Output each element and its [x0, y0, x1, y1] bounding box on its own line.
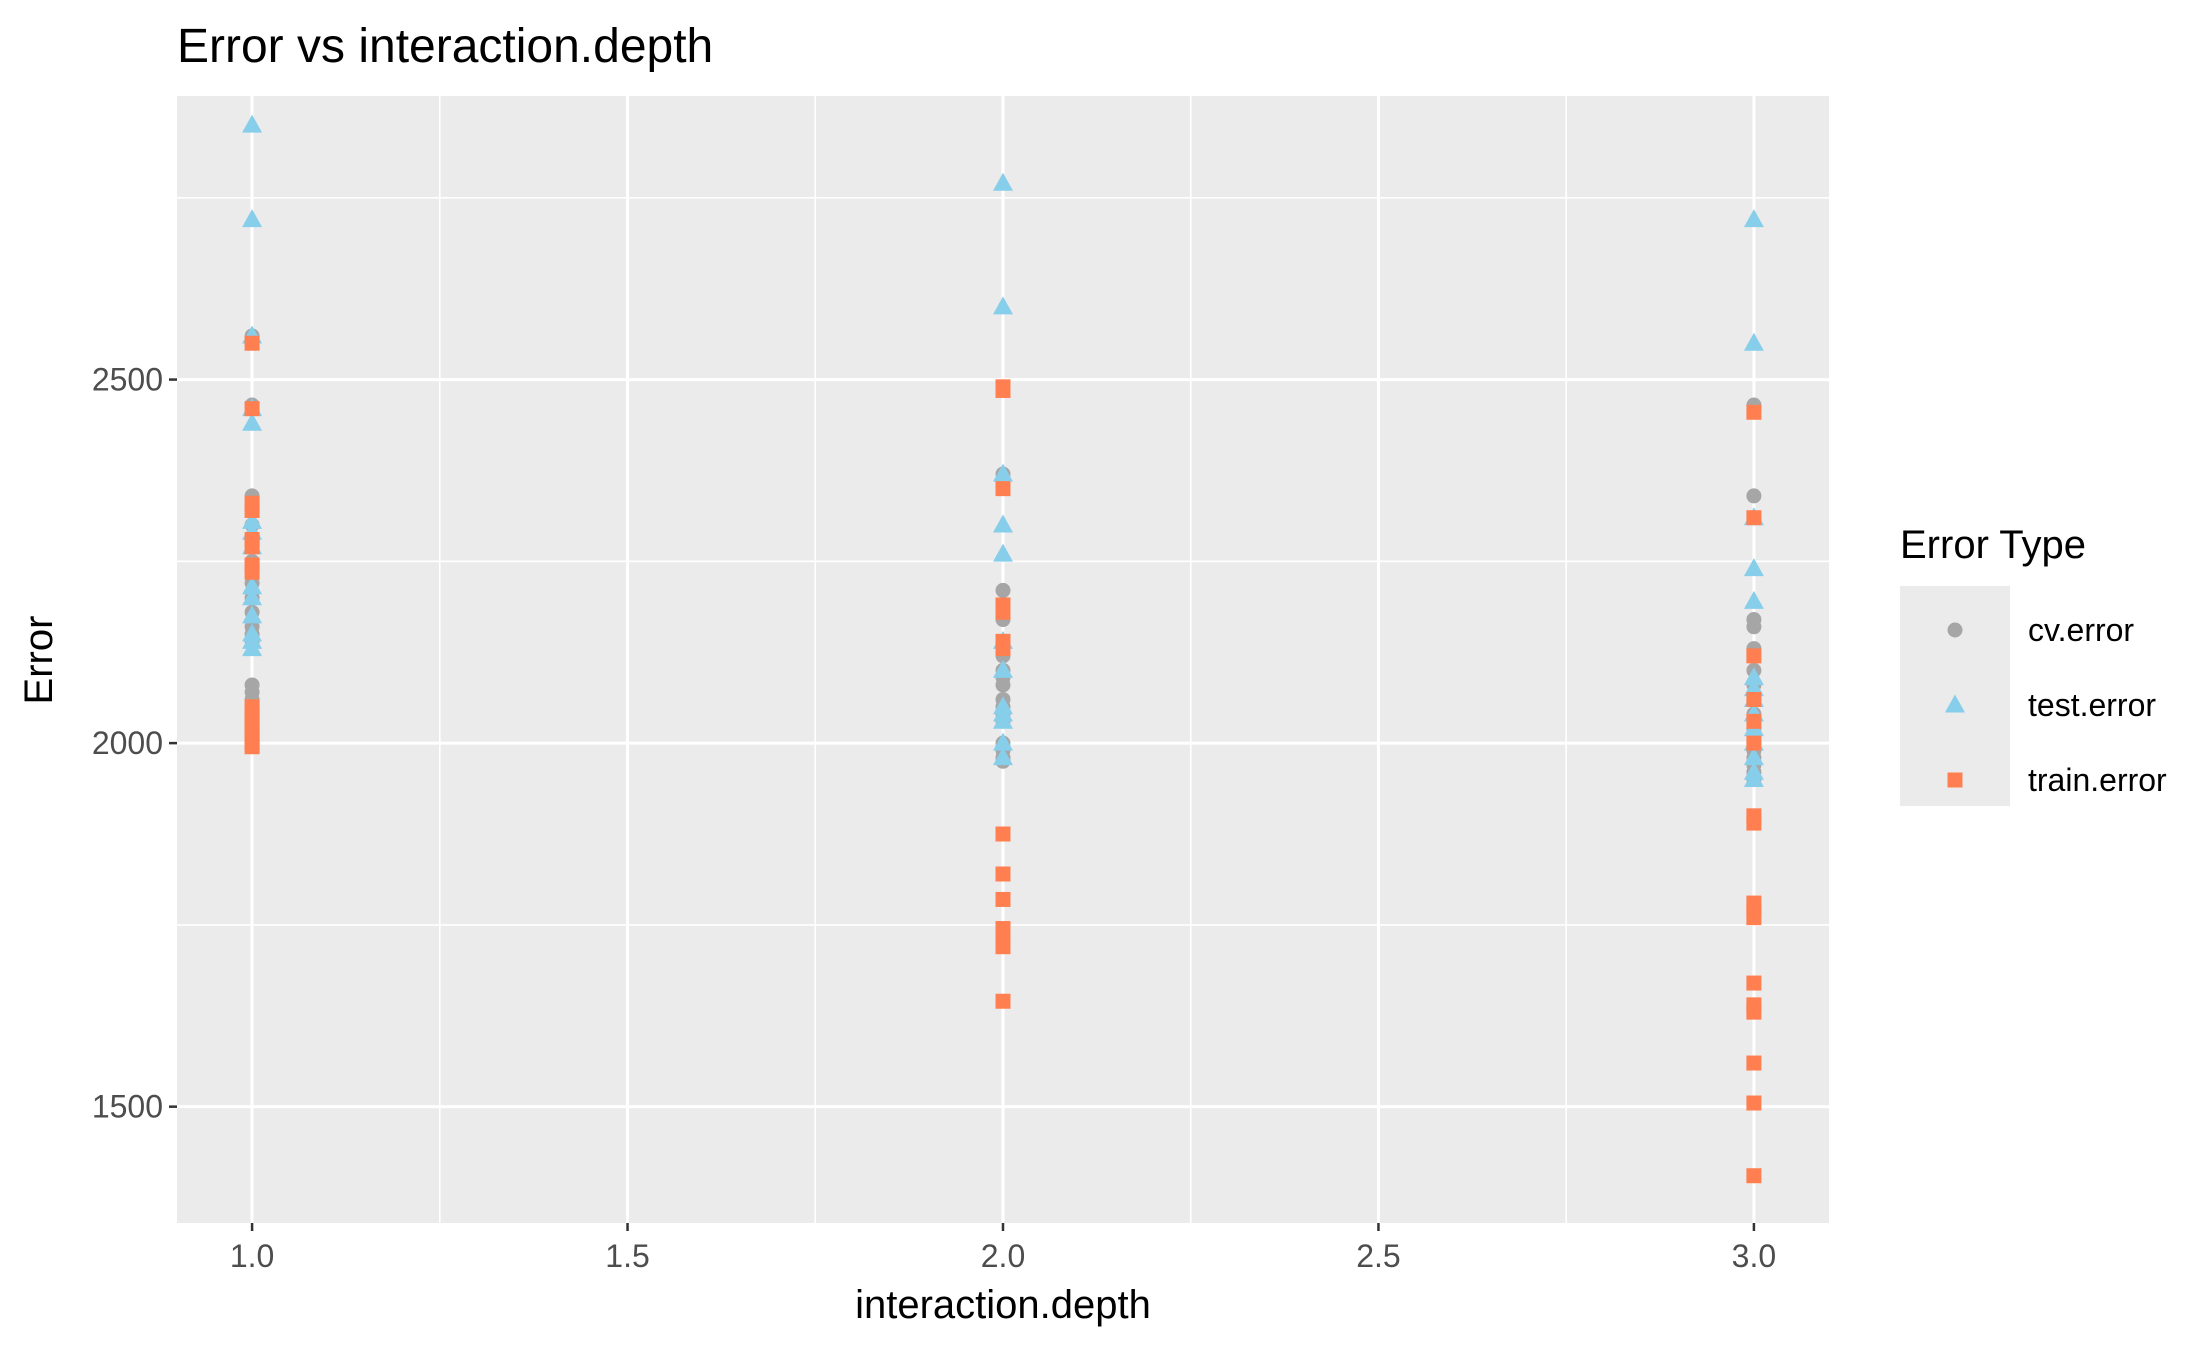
- data-point: [1746, 910, 1762, 926]
- data-point: [1743, 209, 1764, 228]
- data-point: [242, 576, 263, 595]
- data-point: [1746, 1095, 1762, 1111]
- x-tick-label: 2.5: [1356, 1238, 1400, 1274]
- legend-label: test.error: [2028, 687, 2156, 723]
- y-tick-label: 2500: [92, 362, 163, 398]
- series-train-error: [244, 335, 1762, 1184]
- data-point: [1743, 332, 1764, 351]
- data-point: [1746, 648, 1762, 664]
- y-axis: 1500 2000 2500: [92, 362, 177, 1125]
- data-point: [1743, 768, 1764, 787]
- data-point: [995, 641, 1011, 657]
- data-point: [995, 481, 1011, 497]
- data-point: [244, 502, 260, 518]
- data-point: [244, 739, 260, 755]
- data-point: [1746, 713, 1762, 729]
- data-point: [993, 296, 1013, 315]
- data-point: [1743, 667, 1764, 686]
- data-point: [1746, 735, 1762, 751]
- y-axis-title: Error: [17, 616, 61, 705]
- data-point: [1746, 619, 1762, 635]
- data-point: [995, 993, 1011, 1009]
- data-point: [242, 412, 263, 431]
- data-point: [242, 605, 263, 624]
- data-point: [993, 543, 1013, 562]
- data-point: [993, 747, 1013, 766]
- data-point: [995, 924, 1011, 940]
- legend-key-circle: [1947, 622, 1963, 638]
- data-point: [1746, 815, 1762, 831]
- data-point: [995, 382, 1011, 398]
- legend: Error Type cv.error test.error train.error: [1900, 523, 2167, 806]
- data-point: [1746, 1055, 1762, 1071]
- data-point: [995, 677, 1011, 693]
- x-axis: 1.0 1.5 2.0 2.5 3.0: [230, 1223, 1776, 1274]
- data-point: [1746, 975, 1762, 991]
- x-tick-label: 1.5: [605, 1238, 649, 1274]
- data-point: [1746, 510, 1762, 526]
- x-tick-label: 3.0: [1732, 1238, 1776, 1274]
- data-point: [993, 710, 1013, 729]
- data-point: [1746, 488, 1762, 504]
- data-point: [993, 172, 1013, 191]
- data-point: [995, 582, 1011, 598]
- data-point: [1743, 747, 1764, 766]
- data-point: [242, 638, 263, 657]
- data-point: [995, 604, 1011, 620]
- data-point: [244, 564, 260, 580]
- data-point: [995, 866, 1011, 882]
- x-axis-title: interaction.depth: [855, 1283, 1151, 1327]
- data-point: [1746, 691, 1762, 707]
- data-point: [242, 209, 263, 228]
- data-point: [242, 587, 263, 606]
- legend-label: train.error: [2028, 762, 2167, 798]
- data-point: [244, 539, 260, 555]
- data-point: [1743, 558, 1764, 577]
- data-point: [244, 335, 260, 351]
- x-tick-label: 1.0: [230, 1238, 274, 1274]
- chart-title: Error vs interaction.depth: [177, 20, 713, 73]
- data-point: [244, 401, 260, 417]
- data-point: [1746, 404, 1762, 420]
- data-point: [993, 463, 1013, 482]
- legend-items: cv.error test.error train.error: [1945, 612, 2167, 798]
- data-point: [1743, 678, 1764, 697]
- data-point: [242, 114, 263, 133]
- data-point: [1746, 1004, 1762, 1020]
- data-point: [1743, 590, 1764, 609]
- legend-label: cv.error: [2028, 612, 2134, 648]
- data-point: [995, 826, 1011, 842]
- data-point: [242, 510, 263, 529]
- legend-title: Error Type: [1900, 523, 2086, 567]
- data-point: [995, 891, 1011, 907]
- data-points: [242, 114, 1764, 1184]
- y-tick-label: 1500: [92, 1089, 163, 1125]
- y-tick-label: 2000: [92, 725, 163, 761]
- data-point: [993, 514, 1013, 533]
- data-point: [1746, 1168, 1762, 1184]
- legend-key-square: [1947, 772, 1963, 788]
- data-point: [993, 659, 1013, 678]
- data-point: [993, 732, 1013, 751]
- data-point: [995, 939, 1011, 955]
- x-tick-label: 2.0: [981, 1238, 1025, 1274]
- legend-key-triangle: [1945, 694, 1965, 713]
